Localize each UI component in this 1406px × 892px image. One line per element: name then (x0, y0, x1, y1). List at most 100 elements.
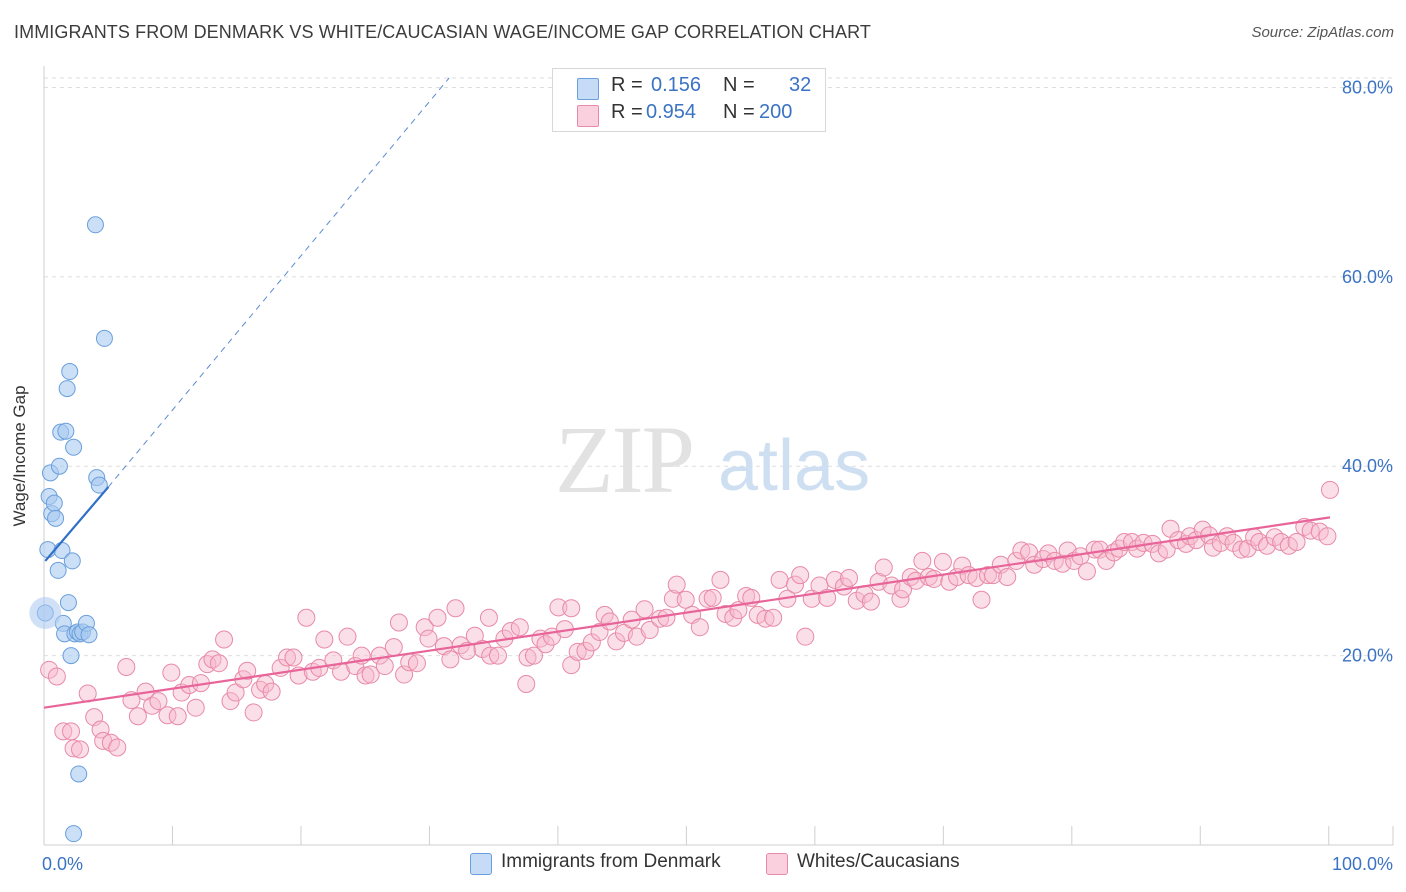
r-value: 0.156 (651, 74, 702, 96)
data-point (473, 639, 492, 658)
data-point (640, 621, 659, 640)
data-point (54, 722, 73, 741)
data-point (1053, 554, 1072, 573)
data-point (59, 594, 77, 612)
data-point (64, 739, 83, 758)
data-point (818, 588, 837, 607)
data-point (1318, 527, 1337, 546)
data-point (441, 650, 460, 669)
y-axis-label: Wage/Income Gap (10, 385, 29, 527)
legend-swatch-pink (577, 105, 599, 127)
data-point (524, 646, 543, 665)
grid-lines (44, 77, 1393, 657)
data-point (1321, 480, 1339, 499)
data-point (756, 609, 775, 628)
data-point (71, 740, 90, 759)
data-point (80, 626, 98, 644)
data-point (58, 380, 76, 398)
data-point (50, 457, 68, 475)
data-point (158, 706, 177, 725)
data-point (479, 608, 498, 627)
data-point (384, 638, 403, 657)
legend-row-denmark: R = 0.156 N = 32 (553, 74, 825, 100)
data-point (108, 738, 127, 757)
data-point (933, 552, 952, 571)
n-label: N = (723, 101, 755, 123)
data-point (70, 765, 88, 783)
source-label: Source: ZipAtlas.com (1251, 24, 1394, 41)
data-point (517, 675, 536, 694)
n-value: 200 (759, 101, 793, 123)
data-point (764, 608, 783, 627)
data-point (168, 707, 187, 726)
data-point (690, 618, 709, 637)
data-point (45, 494, 63, 512)
y-tick-label: 20.0% (1342, 646, 1393, 666)
data-point (481, 646, 500, 665)
data-point (796, 627, 815, 646)
data-point (95, 329, 113, 347)
data-point (62, 647, 80, 665)
data-point (770, 570, 789, 589)
data-point (847, 591, 866, 610)
chart-title: IMMIGRANTS FROM DENMARK VS WHITE/CAUCASI… (14, 22, 872, 42)
data-point (370, 646, 389, 665)
data-point (143, 696, 162, 715)
legend-swatch-blue (577, 78, 599, 100)
data-point (562, 599, 581, 618)
data-point (361, 665, 380, 684)
data-point (635, 600, 654, 619)
data-point (913, 551, 932, 570)
correlation-legend: R = 0.156 N = 32 R = 0.954 N = 200 (552, 68, 826, 132)
axes (43, 66, 1394, 846)
data-point (676, 590, 695, 609)
r-label: R = (611, 74, 643, 96)
legend-label-denmark: Immigrants from Denmark (501, 851, 721, 872)
data-point (63, 552, 81, 570)
data-point (47, 667, 66, 686)
data-point (338, 627, 357, 646)
data-point (1265, 528, 1284, 547)
data-point (297, 608, 316, 627)
data-point (786, 575, 805, 594)
data-point (924, 569, 943, 588)
x-tick-label: 100.0% (1332, 854, 1393, 874)
data-point (47, 509, 65, 527)
data-point (840, 568, 859, 587)
data-point (226, 683, 245, 702)
data-point (998, 568, 1017, 587)
r-value: 0.954 (646, 101, 697, 123)
data-point (65, 438, 83, 456)
legend-swatch-blue (470, 853, 492, 875)
y-tick-label: 40.0% (1342, 456, 1393, 476)
data-point (419, 629, 438, 648)
data-point (1301, 521, 1320, 540)
data-point (953, 556, 972, 575)
trend-line-whites (43, 516, 1331, 709)
legend-row-whites: R = 0.954 N = 200 (553, 101, 825, 127)
data-point (356, 666, 375, 685)
data-point (861, 592, 880, 611)
data-point (536, 635, 555, 654)
data-point (488, 646, 507, 665)
data-point (262, 682, 281, 701)
data-point (663, 589, 682, 608)
data-point (375, 657, 394, 676)
data-point (415, 618, 434, 637)
n-label: N = (723, 74, 755, 96)
data-point (703, 588, 722, 607)
data-point (978, 566, 997, 585)
legend-label-whites: Whites/Caucasians (797, 851, 960, 872)
r-label: R = (611, 101, 643, 123)
data-point (791, 566, 810, 585)
data-point (428, 608, 447, 627)
data-point (446, 599, 465, 618)
data-point (86, 216, 104, 234)
data-point (284, 648, 303, 667)
data-point (91, 720, 110, 739)
data-point (251, 680, 270, 699)
data-point (711, 570, 730, 589)
data-point (61, 363, 79, 381)
data-point (582, 633, 601, 652)
